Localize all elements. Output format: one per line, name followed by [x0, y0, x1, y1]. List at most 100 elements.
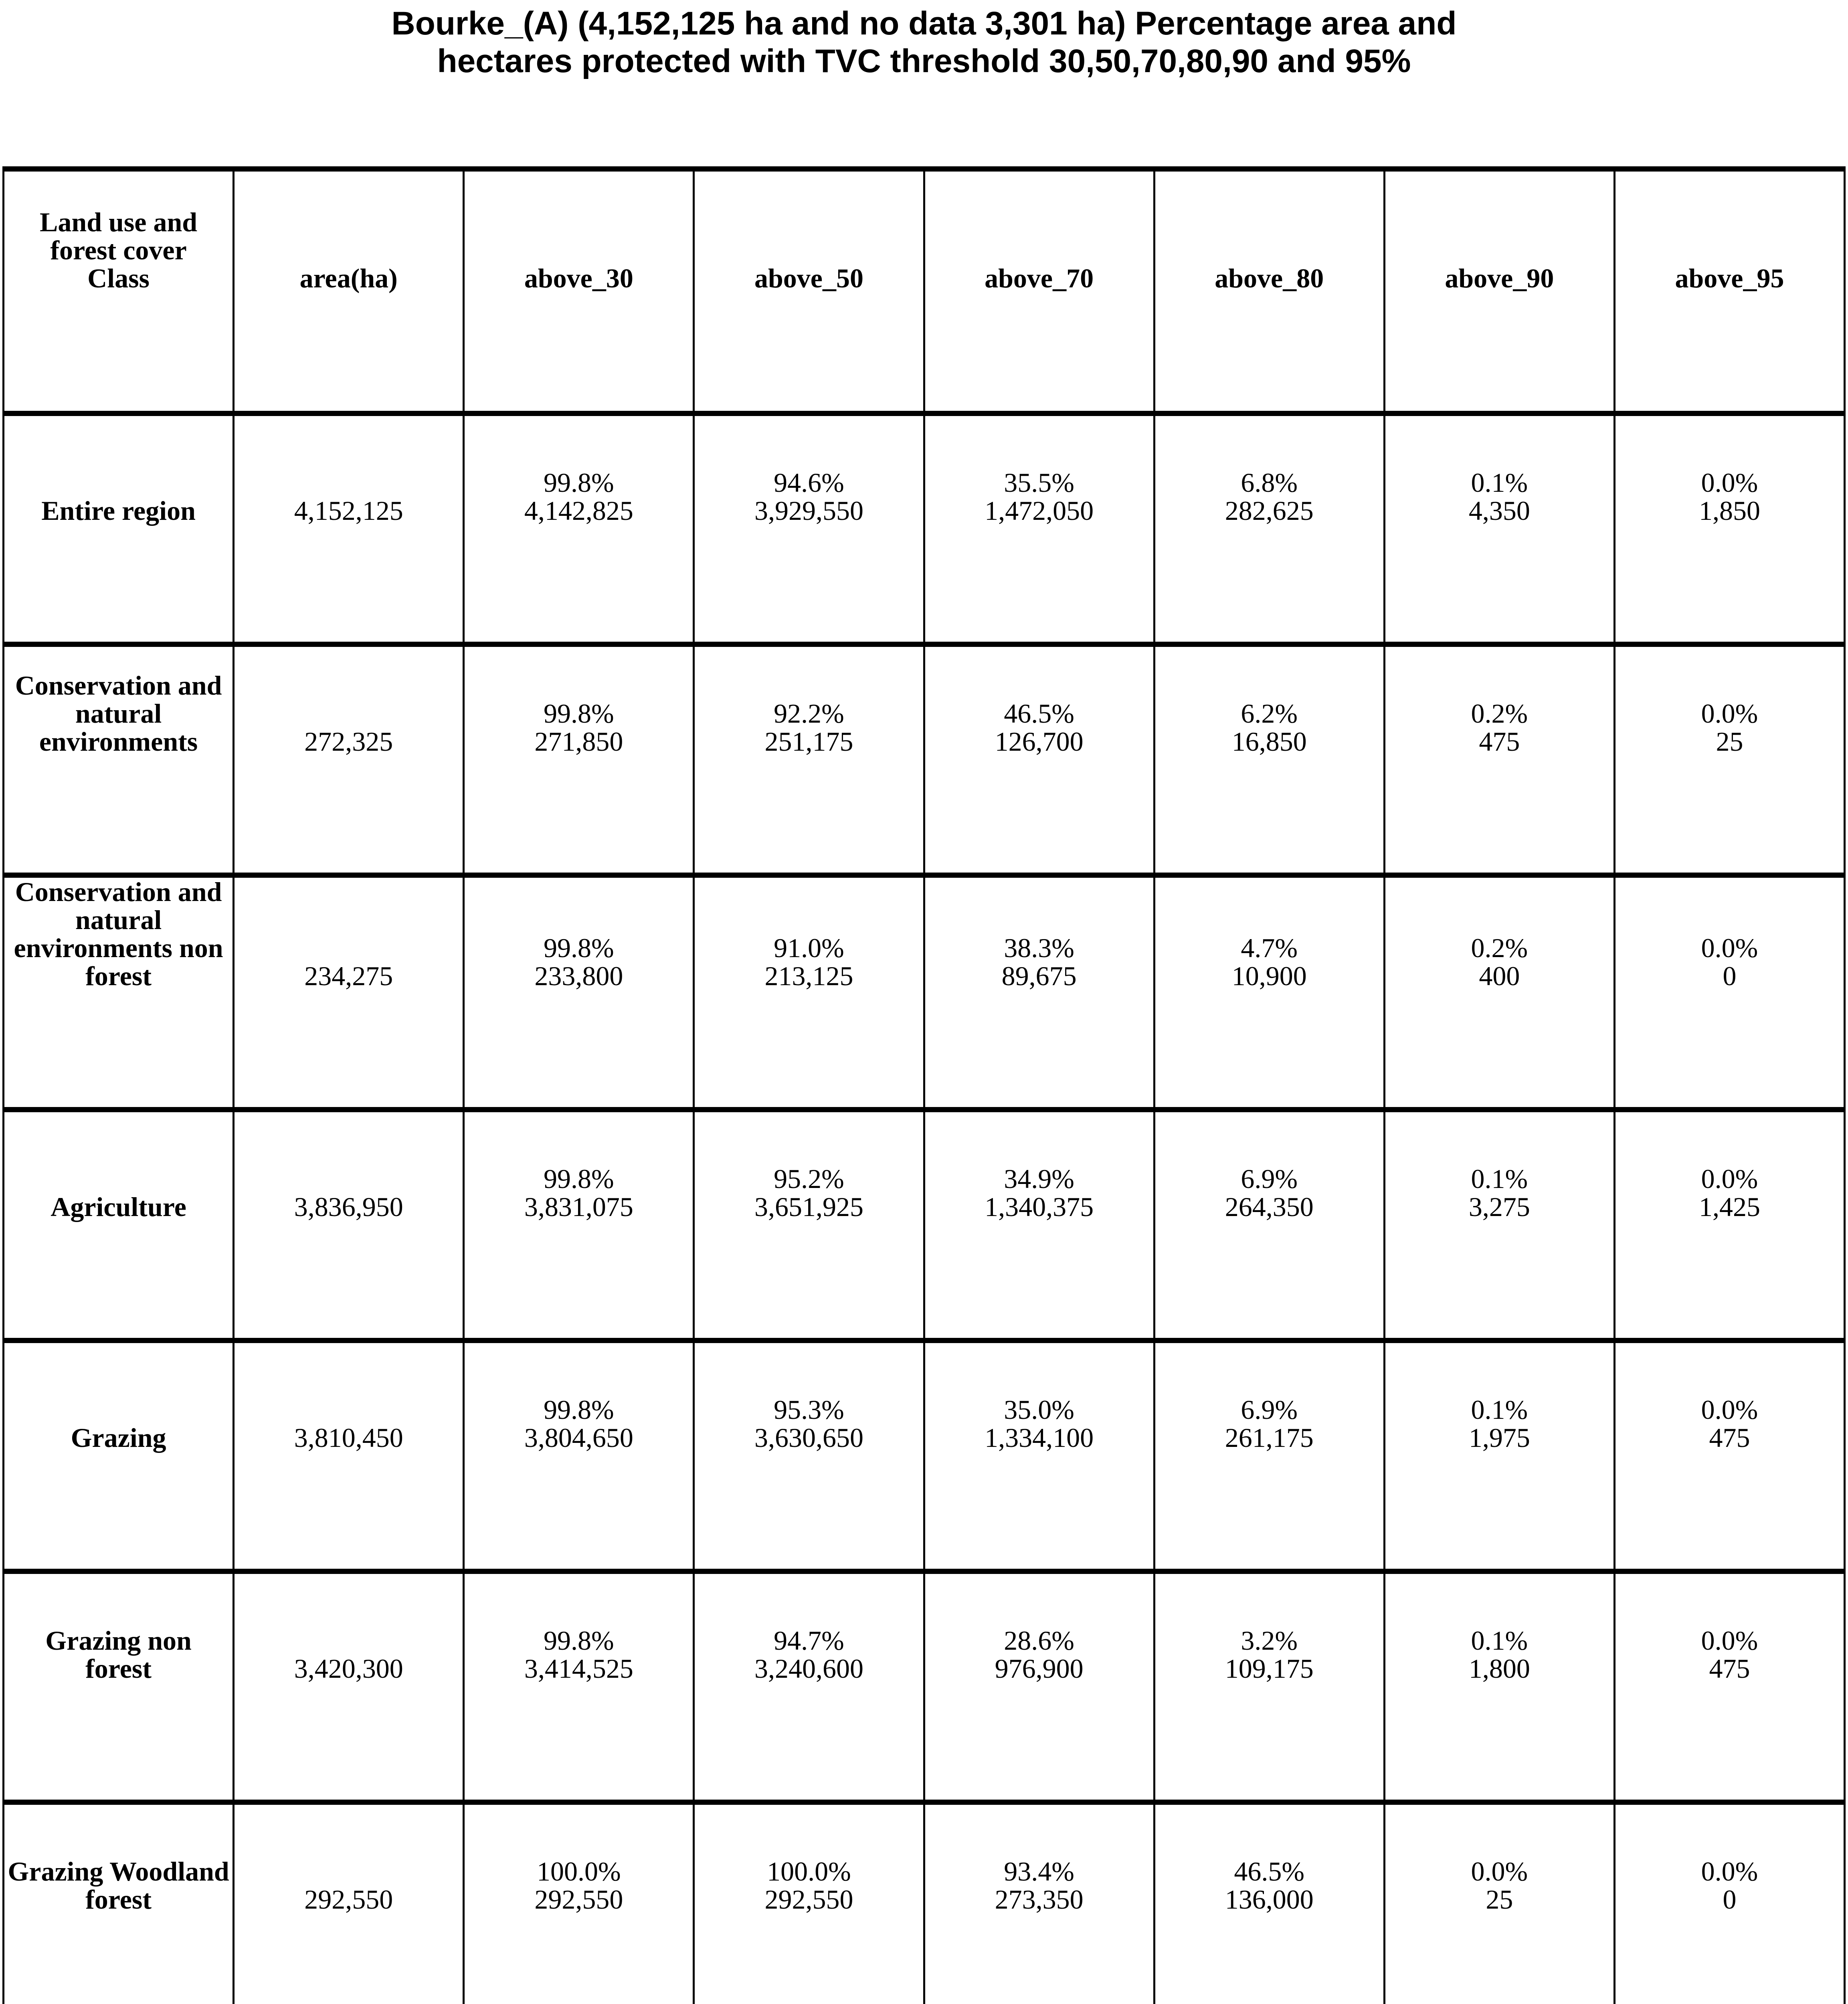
coverage-cell: 95.2% 3,651,925	[693, 1107, 925, 1343]
coverage-cell: 94.6% 3,929,550	[693, 411, 925, 647]
table-header-row: Land use and forest cover Class area(ha) a…	[2, 166, 1846, 416]
hectares-value: 1,425	[1698, 1192, 1760, 1222]
coverage-cell: 95.3% 3,630,650	[693, 1338, 925, 1574]
column-header-7: above_95	[1613, 166, 1846, 416]
coverage-cell: 0.2% 400	[1383, 873, 1615, 1112]
area-value: 292,550	[233, 1800, 465, 2004]
hectares-value: 1,334,100	[985, 1422, 1094, 1453]
coverage-cell: 0.1% 1,800	[1383, 1569, 1615, 1805]
percent-value: 0.2%	[1471, 698, 1528, 729]
coverage-cell: 46.5% 136,000	[1153, 1800, 1385, 2004]
percent-value: 38.3%	[1004, 933, 1074, 963]
area-value: 4,152,125	[233, 411, 465, 647]
hectares-value: 264,350	[1225, 1192, 1314, 1222]
coverage-cell: 6.8% 282,625	[1153, 411, 1385, 647]
coverage-cell: 3.2% 109,175	[1153, 1569, 1385, 1805]
hectares-value: 89,675	[1001, 961, 1077, 991]
area-value: 3,810,450	[233, 1338, 465, 1574]
percent-value: 100.0%	[767, 1856, 851, 1887]
percent-value: 0.0%	[1701, 1394, 1758, 1425]
hectares-value: 4,142,825	[524, 495, 633, 526]
coverage-cell: 0.1% 4,350	[1383, 411, 1615, 647]
hectares-value: 3,831,075	[524, 1192, 633, 1222]
page-title: Bourke_(A) (4,152,125 ha and no data 3,3…	[0, 5, 1848, 80]
hectares-value: 3,630,650	[754, 1422, 863, 1453]
column-header-3: above_50	[693, 166, 925, 416]
hectares-value: 273,350	[995, 1884, 1084, 1915]
coverage-cell: 34.9% 1,340,375	[923, 1107, 1155, 1343]
row-label: Grazing Woodland forest	[2, 1800, 235, 2004]
percent-value: 0.0%	[1701, 467, 1758, 498]
coverage-cell: 100.0% 292,550	[463, 1800, 695, 2004]
percent-value: 34.9%	[1004, 1164, 1074, 1194]
coverage-cell: 0.1% 1,975	[1383, 1338, 1615, 1574]
hectares-value: 3,240,600	[754, 1653, 863, 1684]
percent-value: 46.5%	[1004, 698, 1074, 729]
coverage-cell: 99.8% 3,414,525	[463, 1569, 695, 1805]
hectares-value: 3,414,525	[524, 1653, 633, 1684]
percent-value: 28.6%	[1004, 1625, 1074, 1656]
coverage-cell: 99.8% 4,142,825	[463, 411, 695, 647]
percent-value: 0.1%	[1471, 467, 1528, 498]
percent-value: 99.8%	[543, 1164, 614, 1194]
row-label: Conservation and natural environments	[2, 642, 235, 878]
hectares-value: 233,800	[534, 961, 623, 991]
hectares-value: 1,975	[1468, 1422, 1530, 1453]
percent-value: 92.2%	[774, 698, 844, 729]
percent-value: 94.6%	[774, 467, 844, 498]
percent-value: 99.8%	[543, 467, 614, 498]
percent-value: 100.0%	[536, 1856, 621, 1887]
row-label: Agriculture	[2, 1107, 235, 1343]
table-row: Grazing 3,810,450 99.8% 3,804,650 95.3% 3,630…	[2, 1338, 1846, 1574]
percent-value: 0.0%	[1701, 1625, 1758, 1656]
coverage-cell: 99.8% 233,800	[463, 873, 695, 1112]
table-row: Conservation and natural environments 272…	[2, 642, 1846, 878]
area-value: 234,275	[233, 873, 465, 1112]
hectares-value: 10,900	[1231, 961, 1307, 991]
table-row: Grazing Woodland forest 292,550 100.0% 292,…	[2, 1800, 1846, 2004]
coverage-cell: 0.0% 25	[1613, 642, 1846, 878]
hectares-value: 213,125	[764, 961, 853, 991]
coverage-cell: 92.2% 251,175	[693, 642, 925, 878]
area-value: 3,420,300	[233, 1569, 465, 1805]
coverage-cell: 93.4% 273,350	[923, 1800, 1155, 2004]
hectares-value: 0	[1723, 961, 1737, 991]
page-title-line-1: Bourke_(A) (4,152,125 ha and no data 3,3…	[391, 5, 1457, 42]
hectares-value: 1,800	[1468, 1653, 1530, 1684]
coverage-cell: 0.1% 3,275	[1383, 1107, 1615, 1343]
column-header-6: above_90	[1383, 166, 1615, 416]
area-value: 272,325	[233, 642, 465, 878]
hectares-value: 292,550	[534, 1884, 623, 1915]
hectares-value: 251,175	[764, 726, 853, 757]
coverage-cell: 0.0% 0	[1613, 1800, 1846, 2004]
hectares-value: 25	[1486, 1884, 1513, 1915]
percent-value: 0.0%	[1701, 698, 1758, 729]
coverage-cell: 0.0% 1,425	[1613, 1107, 1846, 1343]
coverage-cell: 28.6% 976,900	[923, 1569, 1155, 1805]
column-header-2: above_30	[463, 166, 695, 416]
coverage-cell: 6.9% 264,350	[1153, 1107, 1385, 1343]
percent-value: 95.2%	[774, 1164, 844, 1194]
coverage-cell: 0.0% 475	[1613, 1569, 1846, 1805]
percent-value: 0.0%	[1471, 1856, 1528, 1887]
hectares-value: 0	[1723, 1884, 1737, 1915]
row-label: Entire region	[2, 411, 235, 647]
percent-value: 46.5%	[1234, 1856, 1305, 1887]
percent-value: 6.9%	[1241, 1394, 1298, 1425]
coverage-cell: 35.5% 1,472,050	[923, 411, 1155, 647]
hectares-value: 3,804,650	[524, 1422, 633, 1453]
hectares-value: 282,625	[1225, 495, 1314, 526]
column-header-0: Land use and forest cover Class	[2, 166, 235, 416]
percent-value: 0.1%	[1471, 1625, 1528, 1656]
table-row: Conservation and natural environments no…	[2, 873, 1846, 1112]
coverage-cell: 6.2% 16,850	[1153, 642, 1385, 878]
coverage-cell: 99.8% 271,850	[463, 642, 695, 878]
coverage-cell: 91.0% 213,125	[693, 873, 925, 1112]
hectares-value: 400	[1479, 961, 1520, 991]
percent-value: 0.1%	[1471, 1394, 1528, 1425]
percent-value: 6.2%	[1241, 698, 1298, 729]
percent-value: 93.4%	[1004, 1856, 1074, 1887]
table-header: Land use and forest cover Class area(ha) a…	[2, 166, 1846, 416]
page-title-line-2: hectares protected with TVC threshold 30…	[437, 43, 1411, 79]
